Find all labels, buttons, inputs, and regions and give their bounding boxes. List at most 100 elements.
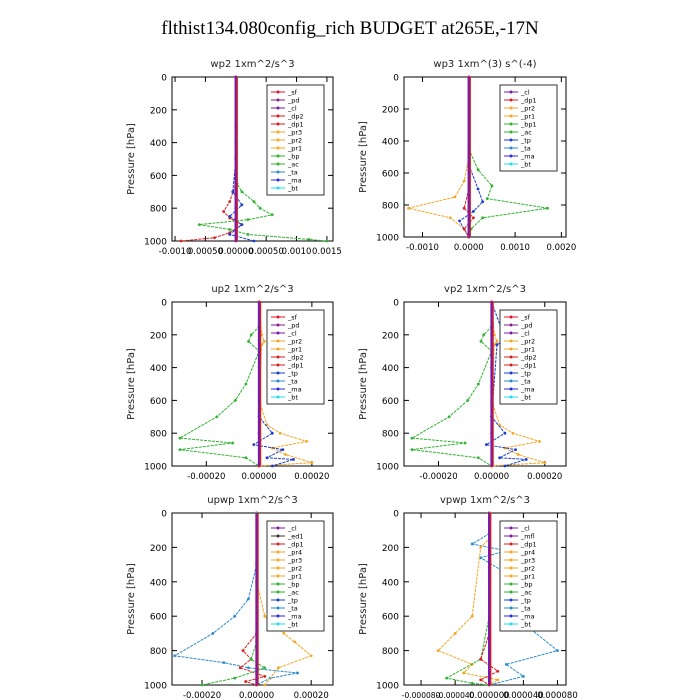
data-point <box>482 333 486 337</box>
x-tick-label: -0.000040 <box>436 691 475 700</box>
legend-marker <box>509 130 513 134</box>
y-tick-label: 600 <box>382 170 399 180</box>
data-point <box>244 382 248 386</box>
legend-label: _tp <box>287 370 298 378</box>
data-point <box>462 179 466 183</box>
chart-title: upwp 1xm^2/s^3 <box>207 495 297 506</box>
legend-marker <box>509 98 513 102</box>
legend-label: _bp <box>287 153 300 161</box>
legend-label: _cl <box>287 105 297 113</box>
x-tick-label: 0.00020 <box>294 691 329 700</box>
legend-marker <box>276 395 280 399</box>
legend-marker <box>276 98 280 102</box>
legend-marker <box>276 606 280 610</box>
data-point <box>511 431 515 435</box>
x-tick-label: 0.000000 <box>469 691 510 700</box>
data-point <box>462 227 466 231</box>
y-tick-label: 800 <box>150 205 167 215</box>
data-point <box>240 190 244 194</box>
series-line <box>181 77 243 242</box>
y-axis-label: Pressure [hPa] <box>126 123 137 195</box>
data-point <box>211 632 215 635</box>
data-point <box>178 448 182 451</box>
data-point <box>462 671 466 675</box>
legend-marker <box>276 122 280 126</box>
y-tick-label: 1000 <box>144 238 167 248</box>
legend-label: _ac <box>520 589 532 597</box>
legend-marker <box>509 558 513 562</box>
data-point <box>179 239 183 243</box>
legend-label: _mfl <box>520 533 535 541</box>
legend-label: _tp <box>520 137 531 145</box>
data-point <box>307 237 311 241</box>
y-tick-label: 800 <box>150 430 167 440</box>
data-point <box>233 676 237 680</box>
legend-label: _ta <box>520 605 531 613</box>
y-tick-label: 1000 <box>144 682 167 692</box>
legend-label: _bp <box>520 581 533 589</box>
data-point <box>479 546 483 549</box>
legend-label: _tp <box>520 597 531 605</box>
legend-label: _pd <box>287 97 300 105</box>
data-point <box>495 339 499 343</box>
data-point <box>472 216 475 220</box>
data-point <box>514 448 517 451</box>
y-tick-label: 1000 <box>376 463 399 473</box>
legend-label: _ta <box>520 145 531 153</box>
x-tick-label: 0.000080 <box>537 691 578 700</box>
legend-marker <box>509 347 513 351</box>
y-tick-label: 200 <box>150 331 167 341</box>
data-point <box>448 216 452 220</box>
data-point <box>258 206 262 210</box>
data-point <box>485 197 489 201</box>
legend-marker <box>509 542 513 546</box>
legend-label: _ta <box>287 605 298 613</box>
legend-marker <box>509 379 513 383</box>
series-line <box>252 302 294 467</box>
x-tick-label: 0.0010 <box>282 247 312 257</box>
legend-marker <box>509 355 513 359</box>
legend-label: _tp <box>287 597 298 605</box>
legend-label: _cl <box>520 89 530 97</box>
legend-marker <box>276 566 280 570</box>
y-tick-label: 600 <box>382 613 399 623</box>
data-point <box>233 399 237 402</box>
data-point <box>247 339 250 343</box>
legend-label: _bt <box>520 621 531 629</box>
legend-marker <box>276 550 280 554</box>
legend-marker <box>276 186 280 190</box>
legend-marker <box>276 363 280 367</box>
legend-label: _pr2 <box>520 105 535 113</box>
legend-marker <box>276 162 280 166</box>
legend-label: _ta <box>287 169 298 177</box>
y-tick-label: 800 <box>382 647 399 657</box>
legend-label: _pr1 <box>520 573 535 581</box>
data-point <box>546 206 549 210</box>
chart-title: wp2 1xm^2/s^3 <box>210 59 294 70</box>
legend-marker <box>276 598 280 602</box>
data-point <box>445 676 449 680</box>
legend-marker <box>509 598 513 602</box>
legend-label: _ma <box>287 386 302 394</box>
data-point <box>282 632 286 635</box>
data-point <box>453 195 457 199</box>
y-tick-label: 600 <box>382 397 399 407</box>
data-point <box>247 597 250 601</box>
legend-label: _cl <box>520 525 530 533</box>
legend-label: _ma <box>520 613 535 621</box>
data-point <box>270 213 274 217</box>
legend-box <box>499 520 558 632</box>
x-tick-label: 0.0015 <box>312 247 342 257</box>
data-point <box>222 210 226 213</box>
data-point <box>293 640 297 644</box>
legend-marker <box>276 355 280 359</box>
data-point <box>503 431 507 435</box>
legend-marker <box>509 315 513 319</box>
data-point <box>244 456 248 460</box>
data-point <box>309 654 313 658</box>
data-point <box>538 440 541 443</box>
data-point <box>479 339 483 343</box>
legend-label: _pr2 <box>520 338 535 346</box>
data-point <box>556 649 559 652</box>
y-tick-label: 400 <box>150 578 167 588</box>
